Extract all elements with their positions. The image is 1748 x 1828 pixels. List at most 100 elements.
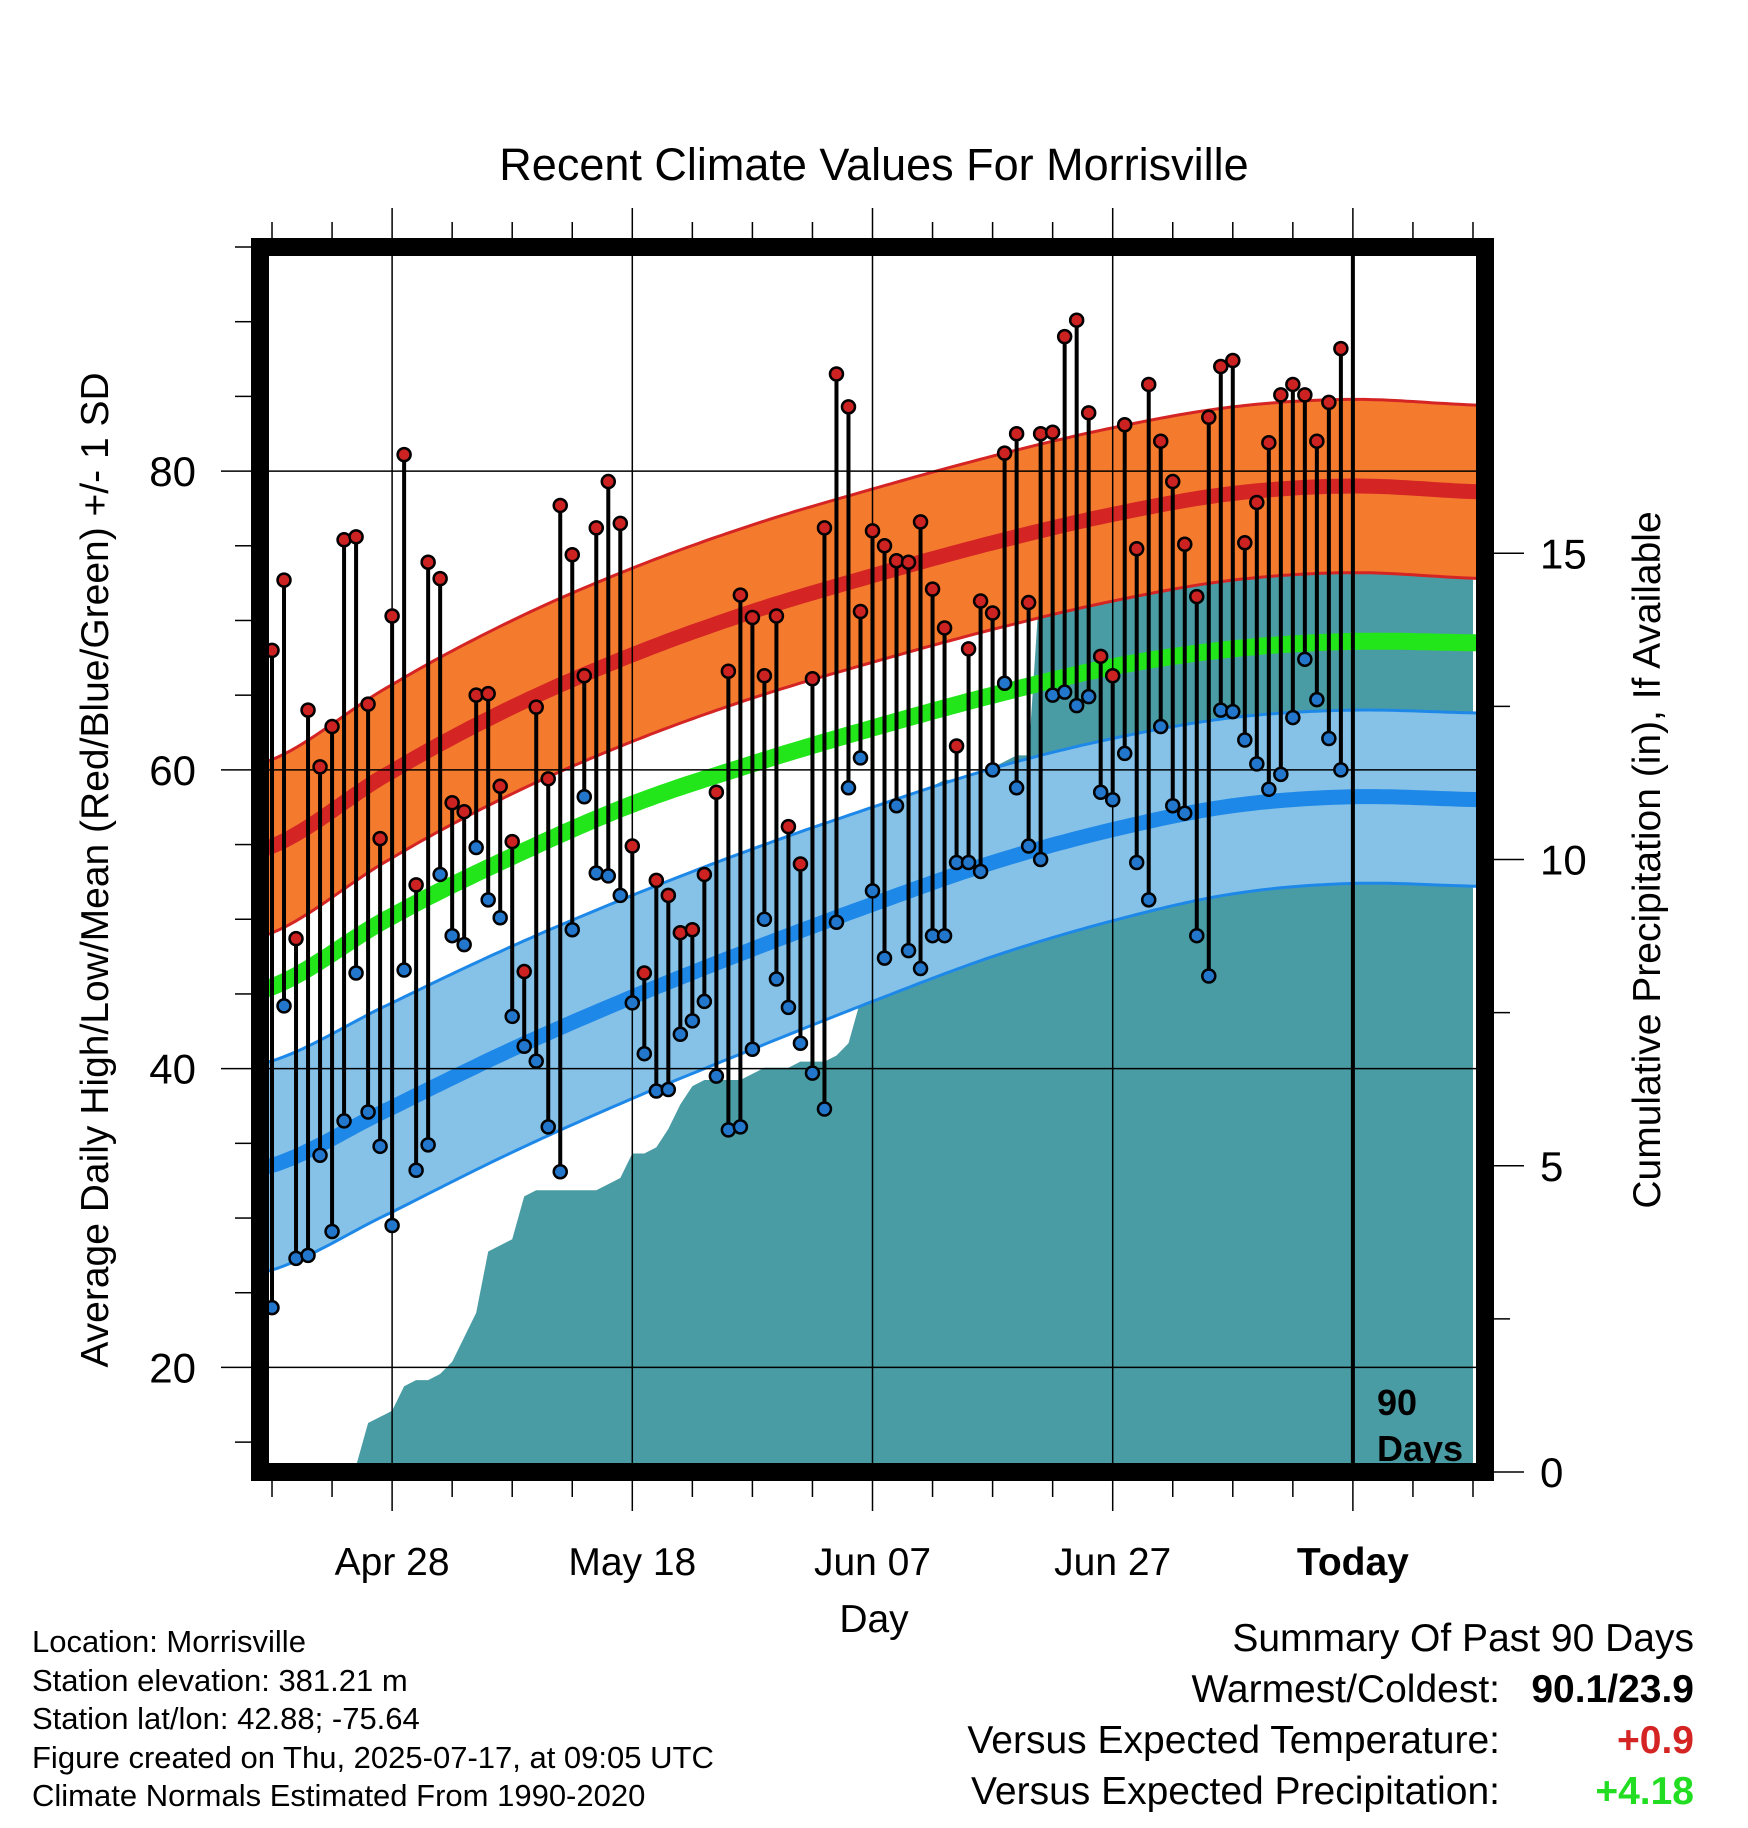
obs-high-dot-day-28 <box>600 473 617 490</box>
obs-high-dot-day-89 <box>1333 340 1349 357</box>
obs-high-dot-day-32 <box>648 872 665 889</box>
obs-low-dot-day-21 <box>516 1038 532 1054</box>
obs-low-dot-day-83 <box>1261 781 1277 798</box>
obs-high-dot-day-82 <box>1249 494 1265 511</box>
temp-anomaly-label: Versus Expected Temperature: <box>967 1719 1500 1762</box>
obs-low-dot-day-8 <box>360 1104 376 1120</box>
obs-low-dot-day-17 <box>468 839 484 856</box>
obs-low-dot-day-87 <box>1309 691 1325 708</box>
warm-cold-label: Warmest/Coldest: <box>1191 1668 1500 1711</box>
obs-low-dot-day-53 <box>900 942 917 959</box>
figure-created: Figure created on Thu, 2025-07-17, at 09… <box>32 1739 714 1775</box>
obs-low-dot-day-6 <box>336 1113 352 1129</box>
station-info: Location: Morrisville Station elevation:… <box>32 1623 714 1816</box>
obs-low-dot-day-69 <box>1092 784 1109 801</box>
obs-high-dot-day-87 <box>1309 433 1325 449</box>
warm-cold-value: 90.1/23.9 <box>1531 1668 1694 1711</box>
obs-high-dot-day-27 <box>588 520 605 536</box>
obs-high-dot-day-88 <box>1321 394 1337 411</box>
obs-high-dot-day-46 <box>816 520 833 536</box>
obs-low-dot-day-5 <box>324 1223 340 1240</box>
y-tick-label-60: 60 <box>149 747 196 794</box>
obs-high-dot-day-86 <box>1297 387 1313 403</box>
obs-low-dot-day-89 <box>1333 762 1349 778</box>
obs-high-dot-day-19 <box>492 778 508 795</box>
obs-high-dot-day-41 <box>756 668 773 684</box>
obs-low-dot-day-78 <box>1201 968 1217 984</box>
obs-low-dot-day-61 <box>996 675 1013 691</box>
obs-low-dot-day-73 <box>1140 892 1157 908</box>
obs-high-dot-day-81 <box>1237 535 1253 551</box>
obs-low-dot-day-81 <box>1237 732 1253 748</box>
y-tick-label-40: 40 <box>149 1046 196 1093</box>
obs-high-dot-day-49 <box>852 603 869 620</box>
y2-tick-label-10: 10 <box>1540 837 1587 884</box>
obs-low-dot-day-77 <box>1189 927 1205 944</box>
summary-temp-row: Versus Expected Temperature: +0.9 <box>967 1715 1694 1766</box>
obs-low-dot-day-25 <box>564 921 581 938</box>
obs-high-dot-day-29 <box>612 515 629 532</box>
y2-tick-label-15: 15 <box>1540 530 1587 577</box>
precip-anomaly-value: +4.18 <box>1595 1770 1694 1813</box>
obs-high-dot-day-70 <box>1104 668 1121 684</box>
obs-high-dot-day-33 <box>660 887 677 904</box>
obs-high-dot-day-1 <box>276 572 292 588</box>
x-axis-label: Day <box>839 1598 909 1641</box>
obs-high-dot-day-74 <box>1152 433 1169 449</box>
obs-low-dot-day-10 <box>384 1217 400 1234</box>
plot-frame <box>251 238 1494 1481</box>
obs-high-dot-day-18 <box>480 685 496 702</box>
obs-low-dot-day-3 <box>300 1247 316 1264</box>
obs-low-dot-day-35 <box>684 1013 701 1029</box>
obs-high-dot-day-42 <box>768 608 785 624</box>
obs-low-dot-day-31 <box>636 1045 653 1062</box>
obs-low-dot-day-40 <box>744 1041 761 1057</box>
obs-low-dot-day-66 <box>1056 684 1073 700</box>
obs-low-dot-day-22 <box>528 1053 544 1069</box>
obs-low-dot-day-49 <box>852 750 869 766</box>
obs-high-dot-day-10 <box>384 608 400 624</box>
obs-low-dot-day-12 <box>408 1162 424 1178</box>
obs-low-dot-day-68 <box>1080 688 1097 705</box>
obs-high-dot-day-67 <box>1068 312 1085 328</box>
obs-high-dot-day-65 <box>1044 424 1061 440</box>
obs-low-dot-day-28 <box>600 868 617 884</box>
obs-high-dot-day-11 <box>396 446 412 463</box>
obs-low-dot-day-9 <box>372 1138 388 1155</box>
y-tick-label-80: 80 <box>149 448 196 495</box>
obs-high-dot-day-78 <box>1201 409 1217 426</box>
obs-low-dot-day-84 <box>1273 766 1289 783</box>
obs-high-dot-day-60 <box>984 605 1001 621</box>
obs-high-dot-day-54 <box>912 514 929 530</box>
obs-high-dot-day-16 <box>456 803 472 820</box>
obs-high-dot-day-56 <box>936 620 953 636</box>
obs-low-dot-day-41 <box>756 911 773 928</box>
obs-high-dot-day-36 <box>696 866 713 883</box>
summary-warm-cold-row: Warmest/Coldest: 90.1/23.9 <box>967 1664 1694 1715</box>
today-label-days-word: Days <box>1377 1428 1463 1469</box>
obs-high-dot-day-7 <box>348 529 364 545</box>
obs-low-dot-day-63 <box>1020 838 1037 854</box>
obs-low-dot-day-7 <box>348 965 364 981</box>
obs-low-dot-day-60 <box>984 762 1001 778</box>
obs-low-dot-day-64 <box>1032 851 1049 868</box>
obs-high-dot-day-73 <box>1140 376 1157 393</box>
obs-low-dot-day-88 <box>1321 730 1337 747</box>
obs-high-dot-day-9 <box>372 830 388 847</box>
obs-high-dot-day-85 <box>1285 376 1301 393</box>
obs-high-dot-day-80 <box>1225 352 1241 369</box>
obs-low-dot-day-13 <box>420 1137 436 1153</box>
obs-low-dot-day-1 <box>276 998 292 1014</box>
obs-high-dot-day-24 <box>552 497 568 514</box>
obs-high-dot-day-83 <box>1261 434 1277 451</box>
high-band <box>260 399 1485 938</box>
x-tick-label-70: Jun 27 <box>1054 1541 1171 1584</box>
y-tick-label-20: 20 <box>149 1344 196 1391</box>
obs-low-dot-day-29 <box>612 887 629 904</box>
temp-anomaly-value: +0.9 <box>1617 1719 1694 1762</box>
x-tick-label-90: Today <box>1297 1541 1409 1584</box>
obs-low-dot-day-67 <box>1068 697 1085 714</box>
summary-heading: Summary Of Past 90 Days <box>1232 1617 1694 1660</box>
obs-low-dot-day-50 <box>864 883 881 899</box>
